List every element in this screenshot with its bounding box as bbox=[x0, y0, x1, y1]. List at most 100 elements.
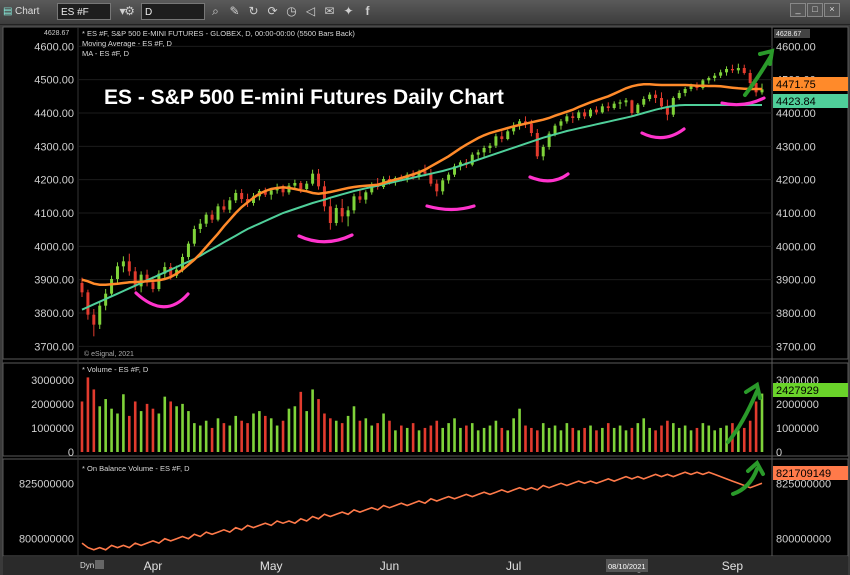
candle-body bbox=[115, 266, 119, 279]
candle-body bbox=[707, 78, 711, 81]
price-panel bbox=[2, 26, 849, 360]
volume-bar bbox=[169, 401, 172, 452]
candle-body bbox=[677, 93, 681, 98]
volume-bar bbox=[175, 406, 178, 452]
candle-body bbox=[145, 274, 149, 283]
volume-bar bbox=[701, 423, 705, 452]
price-tick-label: 4300.00 bbox=[776, 141, 816, 153]
candle-body bbox=[429, 173, 433, 184]
price-info-line1: * ES #F, S&P 500 E-MINI FUTURES - GLOBEX… bbox=[82, 29, 355, 38]
obv-tick-label: 800000000 bbox=[19, 534, 74, 546]
candle-body bbox=[695, 86, 699, 88]
volume-bar bbox=[364, 418, 368, 452]
volume-panel-label: * Volume - ES #F, D bbox=[82, 365, 149, 374]
volume-bar bbox=[210, 427, 214, 452]
volume-bar bbox=[453, 418, 456, 452]
candle-body bbox=[636, 104, 640, 113]
volume-bar bbox=[423, 427, 427, 452]
candle-body bbox=[98, 305, 102, 325]
volume-bar bbox=[577, 430, 580, 452]
annotation-arrowhead bbox=[746, 459, 765, 476]
volume-bar bbox=[760, 393, 764, 452]
candle-body bbox=[482, 148, 486, 153]
candle-body bbox=[529, 123, 533, 133]
volume-bar bbox=[269, 418, 273, 452]
last-ma-label: 4423.84 bbox=[776, 96, 816, 108]
volume-bar bbox=[506, 430, 510, 452]
volume-bar bbox=[299, 391, 303, 452]
obv-panel-label: * On Balance Volume - ES #F, D bbox=[82, 464, 190, 473]
candle-body bbox=[725, 69, 729, 73]
volume-bar bbox=[222, 423, 226, 452]
mail-icon[interactable]: ✉ bbox=[324, 4, 335, 18]
candle-body bbox=[435, 183, 439, 192]
symbol-input[interactable]: ES #F bbox=[57, 3, 111, 20]
close-button[interactable]: × bbox=[824, 3, 840, 17]
clock-icon[interactable]: ◷ bbox=[286, 4, 297, 18]
month-label: Jun bbox=[380, 559, 399, 573]
candle-body bbox=[240, 193, 244, 199]
symbol-dropdown-icon[interactable]: ▾ bbox=[119, 4, 126, 18]
volume-bar bbox=[689, 430, 693, 452]
volume-bar bbox=[317, 399, 320, 452]
candle-body bbox=[730, 69, 734, 71]
volume-bar bbox=[388, 420, 391, 452]
volume-bar bbox=[553, 425, 557, 452]
settings-gear-icon[interactable]: ⚙ bbox=[124, 4, 135, 18]
volume-bar bbox=[116, 413, 119, 452]
volume-bar bbox=[429, 425, 433, 452]
volume-bar bbox=[494, 420, 498, 452]
minimize-button[interactable]: _ bbox=[790, 3, 806, 17]
volume-bar bbox=[737, 430, 740, 452]
candle-body bbox=[642, 99, 646, 105]
volume-bar bbox=[524, 425, 527, 452]
volume-bars bbox=[80, 377, 764, 452]
last-price-badge bbox=[773, 77, 848, 91]
chart-title: ES - S&P 500 E-mini Futures Daily Chart bbox=[104, 86, 504, 109]
maximize-button[interactable]: □ bbox=[807, 3, 823, 17]
volume-bar bbox=[630, 427, 634, 452]
volume-bar bbox=[719, 427, 722, 452]
volume-bar bbox=[258, 411, 261, 452]
volume-bar bbox=[754, 401, 758, 452]
top-right-value-box bbox=[774, 29, 810, 38]
interval-input[interactable]: D bbox=[141, 3, 205, 20]
volume-bar bbox=[636, 423, 640, 452]
search-icon[interactable]: ⌕ bbox=[212, 4, 219, 18]
candle-body bbox=[281, 188, 285, 193]
dyn-toggle-icon[interactable] bbox=[95, 560, 104, 569]
candle-body bbox=[204, 214, 208, 224]
volume-bar bbox=[110, 408, 113, 452]
volume-bar bbox=[157, 413, 161, 452]
volume-bar bbox=[145, 403, 149, 452]
refresh-icon[interactable]: ↻ bbox=[248, 4, 259, 18]
price-tick-label: 3700.00 bbox=[34, 341, 74, 353]
volume-bar bbox=[193, 423, 196, 452]
volume-bar bbox=[275, 425, 279, 452]
candle-body bbox=[630, 100, 634, 113]
volume-bar bbox=[151, 408, 155, 452]
crosshair-date-box bbox=[606, 559, 648, 572]
candle-body bbox=[589, 109, 593, 117]
back-icon[interactable]: ◁ bbox=[305, 4, 316, 18]
volume-bar bbox=[595, 430, 598, 452]
volume-bar bbox=[104, 399, 107, 452]
price-tick-label: 4100.00 bbox=[776, 208, 816, 220]
cycle-icon[interactable]: ⟳ bbox=[267, 4, 278, 18]
volume-bar bbox=[589, 425, 592, 452]
candle-body bbox=[654, 94, 658, 98]
volume-bar bbox=[264, 415, 267, 452]
candle-body bbox=[583, 112, 587, 117]
twitter-icon[interactable]: ✦ bbox=[343, 4, 354, 18]
volume-bar bbox=[565, 423, 569, 452]
candle-body bbox=[228, 200, 232, 210]
volume-bar bbox=[435, 420, 439, 452]
volume-bar bbox=[252, 413, 255, 452]
facebook-icon[interactable]: f bbox=[365, 4, 370, 18]
candle-body bbox=[500, 136, 504, 139]
volume-bar bbox=[441, 427, 444, 452]
draw-tool-icon[interactable]: ✎ bbox=[229, 4, 240, 18]
volume-bar bbox=[234, 415, 238, 452]
volume-bar bbox=[240, 420, 243, 452]
volume-bar bbox=[707, 425, 711, 452]
